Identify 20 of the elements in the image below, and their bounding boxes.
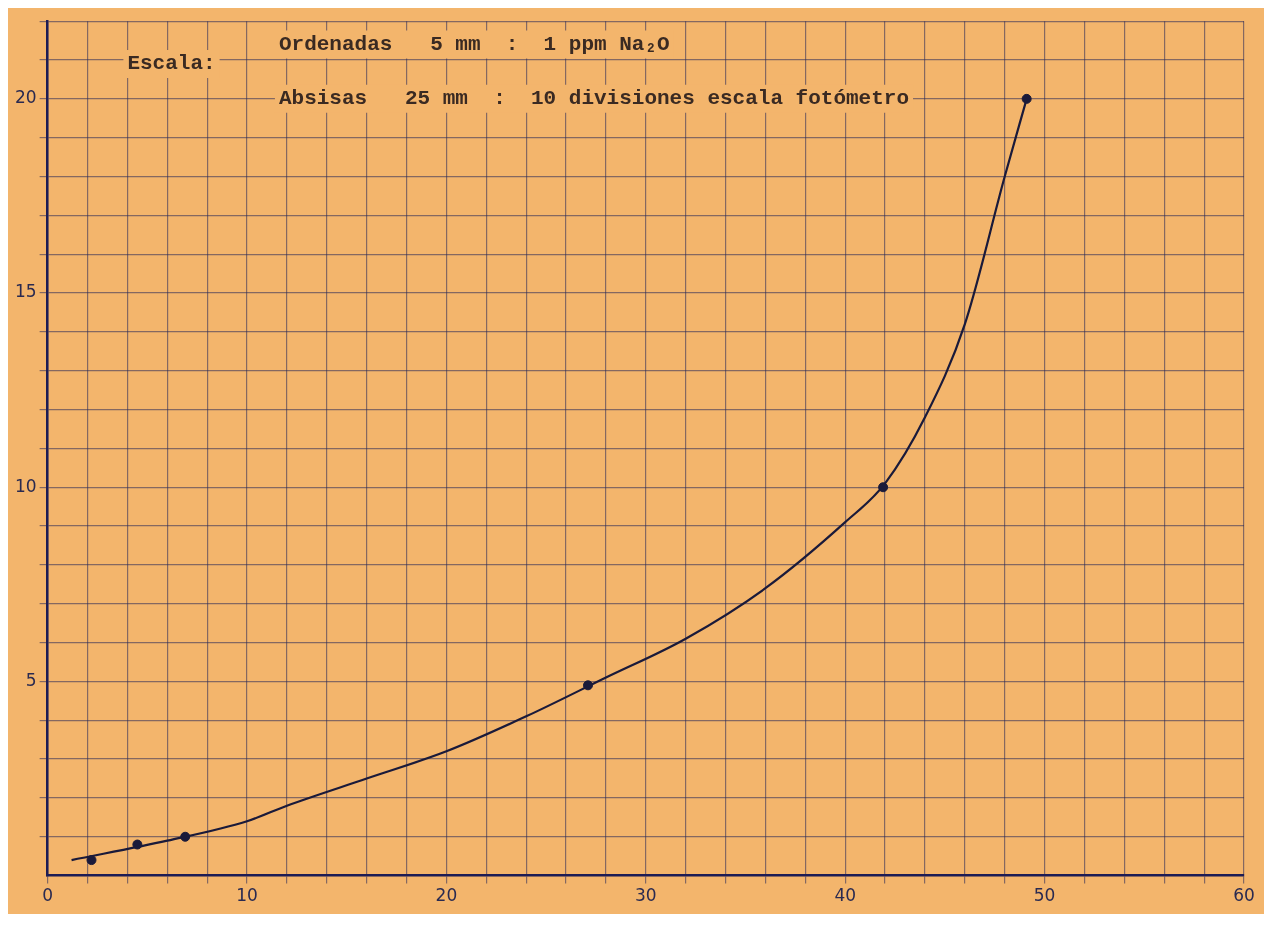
annotation: Escala: [127, 52, 216, 76]
y-tick-label: 10 [14, 475, 37, 496]
x-tick-label: 30 [635, 885, 657, 906]
x-tick-label: 40 [834, 885, 857, 906]
x-tick-label: 20 [435, 885, 458, 906]
x-tick-label: 50 [1033, 885, 1056, 906]
y-tick-label: 15 [14, 281, 37, 302]
point [132, 839, 143, 850]
point [582, 680, 593, 691]
point [1021, 93, 1032, 104]
annotation: Ordenadas 5 mm : 1 ppm Na₂O [278, 32, 670, 56]
annotation: Absisas 25 mm : 10 divisiones escala fotómetro [278, 87, 910, 111]
x-tick-label: 10 [236, 885, 258, 906]
point [86, 855, 97, 866]
x-tick-label: 0 [42, 885, 54, 906]
x-tick-label: 60 [1233, 885, 1255, 906]
y-tick-label: 20 [14, 87, 37, 108]
point [878, 482, 889, 493]
y-tick-label: 5 [25, 669, 37, 690]
point [180, 831, 191, 842]
